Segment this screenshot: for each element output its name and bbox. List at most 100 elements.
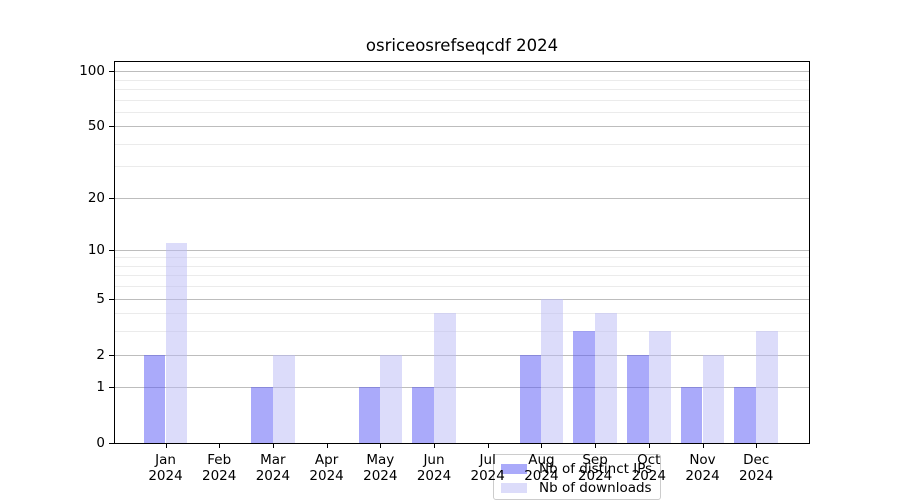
chart-title: osriceosrefseqcdf 2024 [365,36,559,55]
y-tick-mark [109,126,114,128]
bar-distinct-ips [573,331,596,443]
legend-item-downloads: Nb of downloads [501,478,660,497]
major-gridline [115,249,809,251]
bar-distinct-ips [627,354,649,443]
x-tick-mark [380,444,382,448]
x-tick-label-year: 2024 [416,468,452,484]
x-tick-label-year: 2024 [202,468,237,484]
y-tick-label: 0 [96,435,105,451]
x-tick-label: Feb 2024 [192,452,246,484]
x-tick-label: Nov 2024 [676,452,730,484]
x-tick-mark [487,444,489,448]
major-gridline [115,71,809,72]
legend-item-distinct-ips: Nb of distinct IPs [501,459,660,478]
gridlines-layer [115,62,809,443]
x-tick-mark [272,444,274,448]
minor-gridline [115,265,809,267]
minor-gridline [115,143,809,145]
x-tick-mark [756,444,758,448]
y-tick-label: 20 [87,189,105,206]
x-tick-label-year: 2024 [577,468,613,484]
x-tick-label-month: Nov [689,452,716,468]
x-tick-label: Jan 2024 [139,452,193,484]
minor-gridline [115,99,809,101]
x-tick-label-year: 2024 [685,468,720,484]
bars-layer [115,62,809,443]
x-tick-label-year: 2024 [363,468,398,484]
x-tick-label: Dec 2024 [729,452,783,484]
x-tick-label: Mar 2024 [246,452,300,484]
bar-distinct-ips [143,354,166,443]
bar-distinct-ips [519,354,542,443]
x-tick-label-month: Jul [479,452,496,468]
x-tick-label-month: Apr [314,452,339,468]
x-tick-label: Oct 2024 [622,452,676,484]
x-tick-label-year: 2024 [255,468,291,484]
x-tick-label-month: Aug [528,452,555,468]
x-tick-mark [541,444,543,448]
bar-downloads [595,313,617,443]
x-tick-mark [165,444,167,448]
bar-downloads [541,298,564,443]
minor-gridline [115,331,809,333]
bar-downloads [434,313,456,443]
y-tick-mark [109,298,114,300]
y-tick-label: 100 [79,63,105,79]
minor-gridline [115,88,809,90]
bar-distinct-ips [734,387,757,443]
plot-area: Nb of distinct IPs Nb of downloads [114,61,810,500]
y-tick-label: 10 [87,241,105,258]
bar-distinct-ips [680,387,703,443]
bar-downloads [380,354,403,443]
y-tick-label: 5 [96,290,105,307]
minor-gridline [115,313,809,315]
x-tick-label: Jun 2024 [407,452,461,484]
x-tick-label: Sep 2024 [568,452,622,484]
y-tick-mark [109,354,114,356]
bar-downloads [165,242,188,443]
x-tick-label-month: Sep [582,452,608,468]
x-tick-label-year: 2024 [739,468,774,484]
x-tick-label: Aug 2024 [514,452,568,484]
legend-label-distinct-ips: Nb of distinct IPs [539,460,653,477]
minor-gridline [115,79,809,81]
bar-downloads [702,354,725,443]
x-tick-label-month: Oct [637,452,661,468]
x-tick-label-year: 2024 [309,468,344,484]
bar-distinct-ips [251,387,273,443]
y-tick-label: 1 [96,379,105,396]
x-tick-mark [326,444,328,448]
x-tick-mark [595,444,597,448]
x-tick-label: Apr 2024 [300,452,354,484]
x-tick-label-month: Mar [260,452,286,468]
major-gridline [115,298,809,300]
x-tick-mark [702,444,704,448]
bar-distinct-ips [412,387,434,443]
minor-gridline [115,257,809,259]
bar-downloads [272,354,295,443]
major-gridline [115,197,809,199]
y-tick-mark [109,197,114,199]
minor-gridline [115,166,809,168]
major-gridline [115,387,809,389]
x-tick-mark [219,444,221,448]
bar-downloads [648,331,671,443]
x-tick-label-month: Jun [423,452,445,468]
major-gridline [115,126,809,128]
y-tick-label: 2 [96,346,105,363]
x-tick-label-year: 2024 [524,468,559,484]
bar-distinct-ips [358,387,381,443]
x-tick-label-month: Dec [743,452,770,468]
y-tick-mark [109,249,114,251]
x-tick-label: Jul 2024 [461,452,515,484]
y-tick-mark [109,443,114,444]
minor-gridline [115,275,809,277]
y-tick-mark [109,71,114,72]
legend-swatch-distinct-ips [501,463,527,474]
x-tick-label-month: Jan [155,452,176,468]
x-tick-mark [434,444,435,448]
x-tick-mark [648,444,650,448]
major-gridline [115,354,809,356]
x-tick-label-year: 2024 [631,468,666,484]
